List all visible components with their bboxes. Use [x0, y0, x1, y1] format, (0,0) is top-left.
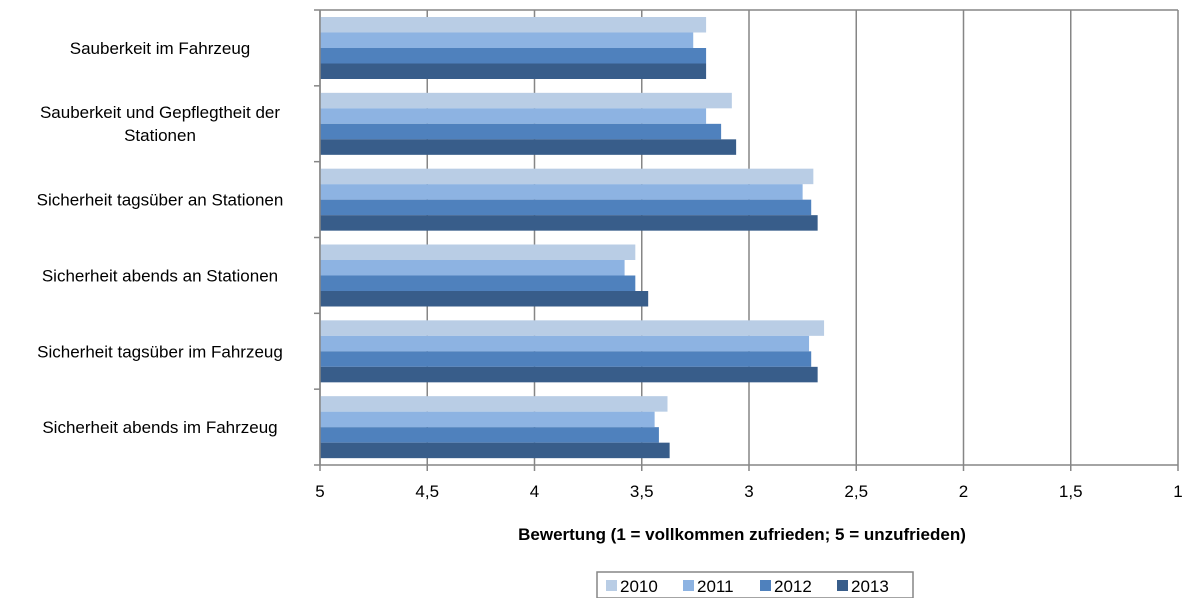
bar-2013 [320, 215, 818, 231]
x-tick-label: 4 [530, 482, 539, 501]
bar-2013 [320, 291, 649, 307]
legend-swatch [683, 580, 694, 591]
grid-lines [319, 9, 1179, 465]
category-label: Sicherheit tagsüber an Stationen [37, 191, 284, 210]
x-tick-label: 1,5 [1059, 482, 1083, 501]
bar-2012 [320, 48, 707, 64]
bar-2012 [320, 199, 812, 216]
x-tick-label: 4,5 [415, 482, 439, 501]
x-tick-label: 2,5 [844, 482, 868, 501]
x-axis-title: Bewertung (1 = vollkommen zufrieden; 5 =… [518, 525, 966, 544]
category-labels: Sauberkeit im Fahrzeug Sauberkeit und Gep… [37, 39, 284, 437]
bar-2012 [320, 427, 659, 443]
category-label: Sicherheit abends an Stationen [42, 266, 278, 285]
x-tick-label: 1 [1173, 482, 1182, 501]
x-tick-label: 3 [744, 482, 753, 501]
legend-label: 2013 [851, 577, 889, 596]
x-tick-label: 3,5 [630, 482, 654, 501]
x-tick-labels: 5 4,5 4 3,5 3 2,5 2 1,5 1 [315, 482, 1182, 501]
bar-2012 [320, 275, 636, 291]
bar-2011 [320, 32, 694, 48]
x-tick-label: 5 [315, 482, 324, 501]
bar-2011 [320, 411, 655, 428]
legend-box [596, 571, 914, 598]
legend-label: 2012 [774, 577, 812, 596]
bars [320, 17, 825, 459]
category-label: Sicherheit abends im Fahrzeug [42, 418, 277, 437]
bar-2010 [320, 168, 814, 185]
bar-2011 [320, 108, 707, 124]
legend: 2010 2011 2012 2013 [596, 571, 914, 598]
legend-swatch [760, 580, 771, 591]
bar-2011 [320, 260, 625, 276]
bar-2012 [320, 351, 812, 367]
bar-2013 [320, 366, 818, 383]
bar-2011 [320, 184, 803, 200]
bar-2013 [320, 139, 737, 155]
legend-swatch [837, 580, 848, 591]
bar-2010 [320, 92, 732, 109]
legend-swatch [606, 580, 617, 591]
legend-label: 2011 [697, 577, 734, 596]
category-label: Sauberkeit im Fahrzeug [70, 39, 250, 58]
bar-2011 [320, 335, 810, 352]
x-tick-label: 2 [959, 482, 968, 501]
bar-2010 [320, 244, 636, 260]
bar-2013 [320, 63, 707, 79]
bar-2010 [320, 17, 707, 33]
axes [314, 9, 1179, 471]
bar-2010 [320, 320, 825, 336]
bar-2013 [320, 442, 670, 459]
category-label: Sauberkeit und Gepflegtheit der Stationen [40, 103, 280, 145]
category-label: Sicherheit tagsüber im Fahrzeug [37, 342, 283, 361]
legend-label: 2010 [620, 577, 658, 596]
bar-2010 [320, 396, 668, 412]
bar-2012 [320, 123, 722, 140]
